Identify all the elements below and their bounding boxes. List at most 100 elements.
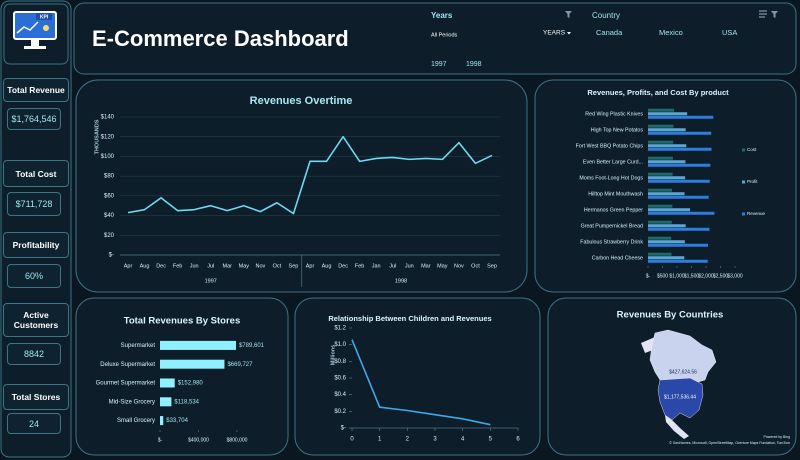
map-region <box>657 377 704 421</box>
kpi-value: 24 <box>7 413 61 434</box>
bar <box>648 140 674 144</box>
header-panel <box>73 2 797 75</box>
y-tick-label: $- <box>109 253 114 259</box>
bar <box>648 131 712 135</box>
bar <box>648 128 686 132</box>
y-tick-label: $0.4 <box>334 392 346 398</box>
x-tick-label: 2 <box>406 437 410 443</box>
y-tick-label: $1.0 <box>334 342 346 348</box>
clear-filter-icon[interactable] <box>771 11 778 18</box>
y-tick-label: $120 <box>101 134 115 140</box>
legend-label: Revenue <box>747 211 766 216</box>
chart-title: Revenues Overtime <box>250 95 353 107</box>
country-option[interactable]: USA <box>722 28 737 37</box>
bar <box>648 243 709 247</box>
kpi-value: $1,764,546 <box>7 108 61 130</box>
panel <box>75 297 289 456</box>
kpi-label: Active Customers <box>3 303 69 337</box>
x-tick-label: Feb <box>355 263 364 269</box>
x-tick-label: May <box>239 263 250 269</box>
logo-stand <box>31 40 39 46</box>
value-label: $669,727 <box>227 362 253 368</box>
x-group-label: 1997 <box>205 278 217 284</box>
bar <box>648 204 673 208</box>
y-tick-label: $40 <box>104 213 115 219</box>
legend-label: Cost <box>747 147 757 152</box>
bar <box>648 163 711 167</box>
dropdown-arrow[interactable] <box>567 32 571 35</box>
bar <box>648 192 685 196</box>
legend-swatch <box>742 212 745 216</box>
y-tick-label: $80 <box>104 174 115 180</box>
bar <box>648 108 675 112</box>
x-tick-label: $1,000 <box>669 273 685 279</box>
bar <box>648 208 691 212</box>
bar <box>648 220 672 224</box>
panel <box>294 297 541 456</box>
year-option[interactable]: 1998 <box>466 61 482 68</box>
y-tick-label: Gourmet Supermarket <box>96 381 156 387</box>
bar <box>160 378 175 388</box>
x-tick-label: Apr <box>306 263 315 269</box>
x-tick-label: Nov <box>454 263 464 269</box>
x-tick-label: $- <box>158 437 163 443</box>
bar <box>648 124 674 128</box>
x-tick-label: Feb <box>173 263 182 269</box>
logo-graph <box>16 21 39 34</box>
x-tick-label: Jan <box>372 263 381 269</box>
chart-title: Total Revenues By Stores <box>124 316 241 327</box>
clear-filter-icon[interactable] <box>565 11 572 18</box>
logo-text: KPI <box>40 14 49 20</box>
bar <box>160 340 236 350</box>
x-tick-label: Oct <box>471 263 480 269</box>
all-periods[interactable]: All Periods <box>431 32 458 38</box>
multi-select-icon[interactable] <box>759 10 767 18</box>
bar <box>648 252 672 256</box>
legend-swatch <box>742 180 745 184</box>
x-tick-label: Apr <box>124 263 133 269</box>
y-tick-label: $20 <box>104 233 115 239</box>
kpi-value: 8842 <box>7 343 61 365</box>
bar <box>648 172 673 176</box>
y-tick-label: $0.8 <box>334 359 346 365</box>
land <box>665 415 689 439</box>
x-tick-label: 0 <box>350 437 354 443</box>
y-tick-label: Fabulous Strawberry Drink <box>580 239 643 245</box>
country-option[interactable]: Mexico <box>659 28 683 37</box>
bar <box>648 147 712 151</box>
year-option[interactable]: 1997 <box>431 61 447 68</box>
x-tick-label: 5 <box>489 437 493 443</box>
country-label: Country <box>592 11 620 20</box>
y-tick-label: Supermarket <box>121 343 156 349</box>
kpi-label: Profitability <box>3 232 69 258</box>
value-label: $789,601 <box>239 343 265 349</box>
x-tick-label: 3 <box>433 437 437 443</box>
map-credit: Powered by Bing <box>764 435 791 439</box>
bar <box>648 176 686 180</box>
kpi-label: Total Cost <box>3 160 69 187</box>
y-tick-label: $0.2 <box>334 409 346 415</box>
x-tick-label: $2,000 <box>698 273 714 279</box>
kpi-value: 60% <box>7 264 61 288</box>
y-tick-label: Red Wing Plastic Knives <box>585 111 643 117</box>
bar <box>160 359 225 369</box>
bar <box>648 224 686 228</box>
bar <box>648 236 672 240</box>
x-group-label: 1998 <box>395 278 407 284</box>
x-tick-label: $3,000 <box>727 273 743 279</box>
chart-title: Revenues, Profits, and Cost By product <box>587 88 729 97</box>
y-tick-label: Hilltop Mint Mouthwash <box>588 191 643 197</box>
years-dropdown[interactable]: YEARS <box>543 30 566 37</box>
map-credit: © GeoNames, Microsoft, OpenStreetMap, Ov… <box>669 441 790 445</box>
y-tick-label: Fort West BBQ Potato Chips <box>576 143 644 149</box>
kpi-label: Total Stores <box>3 384 69 410</box>
bar <box>648 160 686 164</box>
y-tick-label: Even Better Large Curd... <box>583 159 643 165</box>
y-axis-label: THOUSANDS <box>94 119 100 154</box>
bar <box>648 256 685 260</box>
country-option[interactable]: Canada <box>596 28 623 37</box>
logo-base <box>24 46 46 49</box>
y-tick-label: Mid-Size Grocery <box>109 399 155 405</box>
x-tick-label: Mar <box>223 263 233 269</box>
x-tick-label: 6 <box>516 437 520 443</box>
